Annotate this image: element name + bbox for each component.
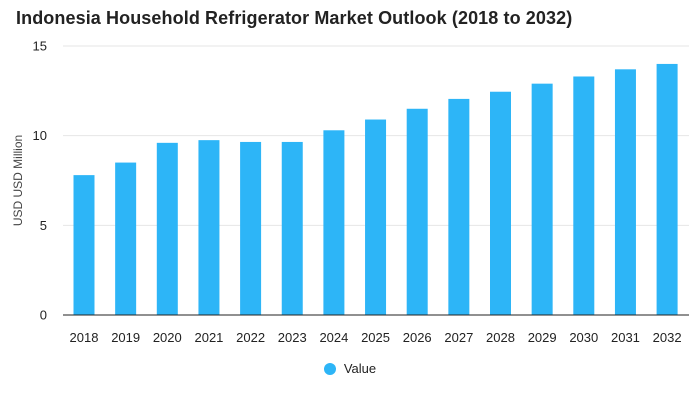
bar-2021[interactable] — [198, 140, 220, 315]
x-tick-label: 2031 — [611, 330, 640, 345]
x-tick-label: 2020 — [153, 330, 182, 345]
x-tick-label: 2024 — [319, 330, 348, 345]
y-axis-label: USD USD Million — [11, 135, 25, 226]
x-tick-label: 2025 — [361, 330, 390, 345]
x-tick-label: 2018 — [70, 330, 99, 345]
bar-2029[interactable] — [531, 83, 553, 315]
x-tick-labels: 2018 2019 2020 2021 2022 2023 2024 2025 2026 2027… — [70, 330, 682, 345]
y-tick-labels: 0 5 10 15 — [33, 39, 47, 323]
bar-2020[interactable] — [156, 142, 178, 315]
bar-2023[interactable] — [281, 141, 303, 315]
x-tick-label: 2022 — [236, 330, 265, 345]
bar-2024[interactable] — [323, 130, 345, 315]
y-tick-label: 0 — [40, 308, 47, 323]
legend-label: Value — [343, 361, 377, 376]
y-tick-label: 15 — [33, 39, 47, 54]
x-tick-label: 2021 — [194, 330, 223, 345]
bar-2028[interactable] — [490, 91, 511, 315]
bar-2030[interactable] — [573, 76, 595, 315]
bar-2022[interactable] — [240, 141, 262, 315]
y-tick-label: 5 — [40, 218, 47, 233]
legend-marker — [323, 362, 336, 375]
y-tick-label: 10 — [33, 128, 47, 143]
x-tick-label: 2026 — [403, 330, 432, 345]
x-tick-label: 2030 — [569, 330, 598, 345]
x-tick-label: 2023 — [278, 330, 307, 345]
x-tick-label: 2019 — [111, 330, 140, 345]
x-tick-label: 2032 — [653, 330, 682, 345]
legend: Value — [0, 361, 700, 376]
bar-2032[interactable] — [656, 63, 678, 315]
bar-2019[interactable] — [115, 162, 137, 315]
bar-2025[interactable] — [365, 119, 387, 315]
bars — [73, 63, 678, 316]
x-tick-label: 2028 — [486, 330, 515, 345]
bar-2031[interactable] — [614, 69, 636, 316]
x-tick-label: 2029 — [528, 330, 557, 345]
bar-2027[interactable] — [448, 98, 470, 315]
bar-2018[interactable] — [73, 175, 95, 315]
chart-title: Indonesia Household Refrigerator Market … — [16, 8, 573, 28]
x-tick-label: 2027 — [444, 330, 473, 345]
bar-2026[interactable] — [406, 108, 428, 316]
